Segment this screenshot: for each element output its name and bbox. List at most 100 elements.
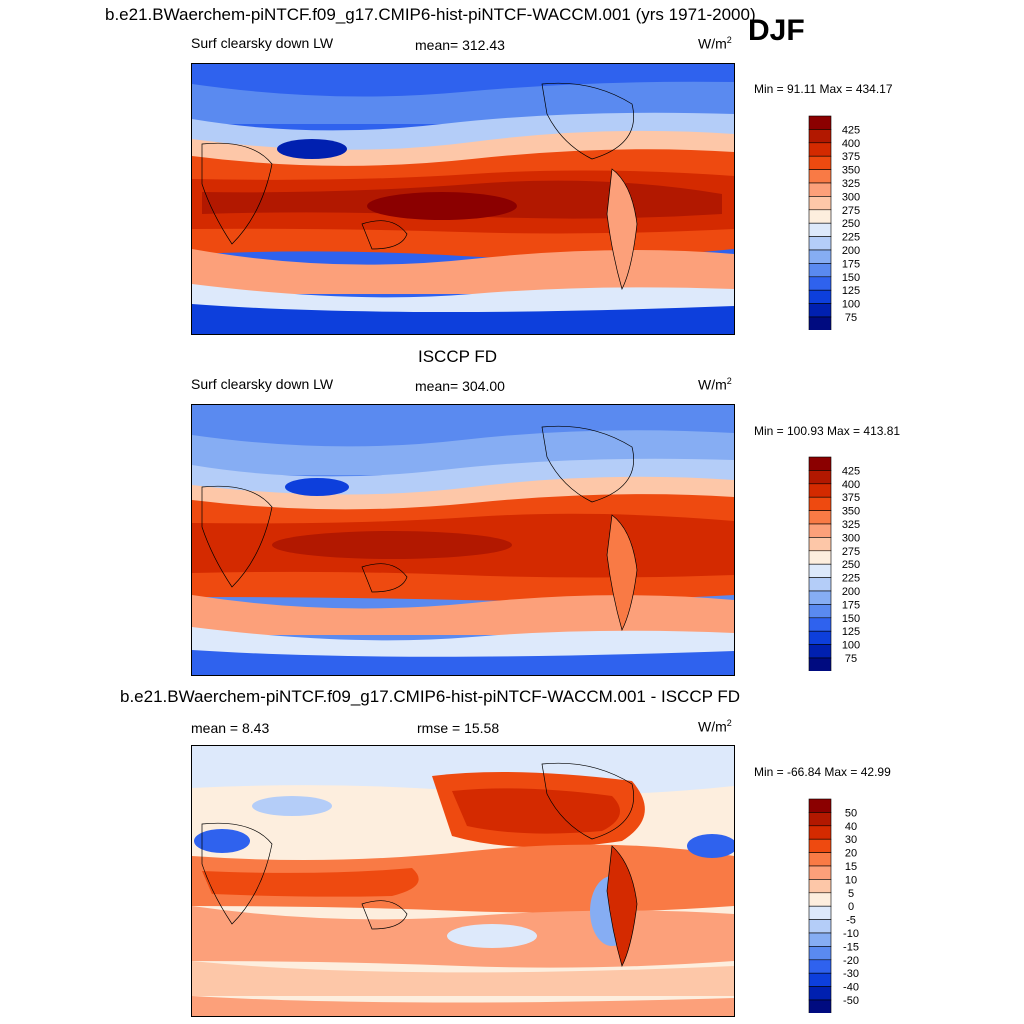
- colorbar-tick-label: 400: [842, 138, 860, 150]
- colorbar-swatch: [808, 129, 832, 144]
- panel3-colorbar: 50 40 30 20 15 10 5 0 -5 -10 -15 -20 -30 -40 -50: [808, 798, 888, 1013]
- colorbar-swatch: [808, 169, 832, 184]
- panel3-map: [191, 745, 735, 1017]
- figure-title: b.e21.BWaerchem-piNTCF.f09_g17.CMIP6-his…: [105, 5, 756, 24]
- panel3-title: b.e21.BWaerchem-piNTCF.f09_g17.CMIP6-his…: [120, 687, 741, 706]
- panel1-colorbar: 425 400 375 350 325 300 275 250 225 200 175 150 125 1…: [808, 115, 888, 330]
- colorbar-swatch: [808, 209, 832, 224]
- colorbar-swatch: [808, 852, 832, 867]
- colorbar-tick-label: 100: [842, 640, 860, 652]
- colorbar-swatch: [808, 892, 832, 907]
- panel3-mean: mean = 8.43: [191, 720, 270, 736]
- colorbar-swatch: [808, 946, 832, 961]
- colorbar-swatch: [808, 630, 832, 645]
- colorbar-tick-label: 125: [842, 285, 860, 297]
- colorbar-swatch: [808, 236, 832, 251]
- colorbar-tick-label: 150: [842, 613, 860, 625]
- colorbar-tick-label: 275: [842, 546, 860, 558]
- colorbar-swatch: [808, 550, 832, 565]
- panel3-units: W/m2: [698, 718, 732, 735]
- colorbar-tick-label: -10: [843, 928, 859, 940]
- colorbar-swatch: [808, 537, 832, 552]
- panel2-mean: mean= 304.00: [415, 378, 505, 394]
- colorbar-tick-label: 200: [842, 586, 860, 598]
- colorbar-swatch: [808, 972, 832, 987]
- colorbar-tick-label: 50: [845, 807, 857, 819]
- colorbar-swatch: [808, 276, 832, 291]
- season-label: DJF: [748, 14, 805, 47]
- colorbar-swatch: [808, 657, 832, 671]
- colorbar-tick-label: 325: [842, 519, 860, 531]
- colorbar-tick-label: 40: [845, 821, 857, 833]
- colorbar-tick-label: 30: [845, 834, 857, 846]
- panel1-units: W/m2: [698, 35, 732, 52]
- colorbar-swatch: [808, 919, 832, 934]
- colorbar-tick-label: 175: [842, 258, 860, 270]
- colorbar-tick-label: 250: [842, 559, 860, 571]
- colorbar-tick-label: -5: [846, 915, 856, 927]
- colorbar-swatch: [808, 510, 832, 525]
- colorbar-tick-label: 5: [848, 888, 854, 900]
- panel2-colorbar: 425 400 375 350 325 300 275 250 225 200 175 150 125 1…: [808, 456, 888, 671]
- colorbar-tick-label: 150: [842, 272, 860, 284]
- colorbar-swatch: [808, 115, 832, 130]
- panel2-minmax: Min = 100.93 Max = 413.81: [754, 424, 901, 438]
- colorbar-swatch: [808, 865, 832, 880]
- colorbar-swatch: [808, 999, 832, 1013]
- colorbar-swatch: [808, 155, 832, 170]
- colorbar-tick-label: 0: [848, 901, 854, 913]
- panel2-units: W/m2: [698, 376, 732, 393]
- colorbar-swatch: [808, 523, 832, 538]
- colorbar-tick-label: 20: [845, 848, 857, 860]
- colorbar-swatch: [808, 905, 832, 920]
- panel2-title: ISCCP FD: [418, 347, 498, 366]
- colorbar-swatch: [808, 577, 832, 592]
- colorbar-swatch: [808, 142, 832, 157]
- colorbar-tick-label: 350: [842, 165, 860, 177]
- panel1-map-field: [192, 64, 734, 334]
- colorbar-tick-label: 300: [842, 191, 860, 203]
- colorbar-swatch: [808, 986, 832, 1001]
- panel1-variable: Surf clearsky down LW: [191, 35, 334, 51]
- colorbar-tick-label: 425: [842, 465, 860, 477]
- colorbar-tick-label: 375: [842, 492, 860, 504]
- colorbar-tick-label: -50: [843, 995, 859, 1007]
- colorbar-tick-label: 125: [842, 626, 860, 638]
- colorbar-tick-label: 425: [842, 124, 860, 136]
- panel3-rmse: rmse = 15.58: [417, 720, 500, 736]
- colorbar-swatch: [808, 825, 832, 840]
- colorbar-swatch: [808, 303, 832, 318]
- colorbar-tick-label: -30: [843, 968, 859, 980]
- panel1-minmax: Min = 91.11 Max = 434.17: [754, 82, 893, 96]
- panel1-mean: mean= 312.43: [415, 37, 505, 53]
- colorbar-swatch: [808, 798, 832, 813]
- colorbar-swatch: [808, 249, 832, 264]
- colorbar-swatch: [808, 604, 832, 619]
- colorbar-swatch: [808, 617, 832, 632]
- panel3-minmax: Min = -66.84 Max = 42.99: [754, 765, 891, 779]
- colorbar-tick-label: 225: [842, 573, 860, 585]
- colorbar-swatch: [808, 812, 832, 827]
- panel2-variable: Surf clearsky down LW: [191, 376, 334, 392]
- colorbar-swatch: [808, 289, 832, 304]
- colorbar-tick-label: -40: [843, 982, 859, 994]
- colorbar-swatch: [808, 456, 832, 471]
- colorbar-tick-label: -20: [843, 955, 859, 967]
- colorbar-tick-label: 350: [842, 506, 860, 518]
- panel1-map: [191, 63, 735, 335]
- colorbar-tick-label: 275: [842, 205, 860, 217]
- colorbar-tick-label: 75: [845, 312, 857, 324]
- colorbar-swatch: [808, 644, 832, 659]
- panel2-map: [191, 404, 735, 676]
- colorbar-swatch: [808, 590, 832, 605]
- colorbar-tick-label: 325: [842, 178, 860, 190]
- colorbar-swatch: [808, 959, 832, 974]
- colorbar-tick-label: 100: [842, 299, 860, 311]
- colorbar-tick-label: 375: [842, 151, 860, 163]
- colorbar-tick-label: -15: [843, 941, 859, 953]
- colorbar-swatch: [808, 879, 832, 894]
- colorbar-swatch: [808, 196, 832, 211]
- colorbar-tick-label: 10: [845, 874, 857, 886]
